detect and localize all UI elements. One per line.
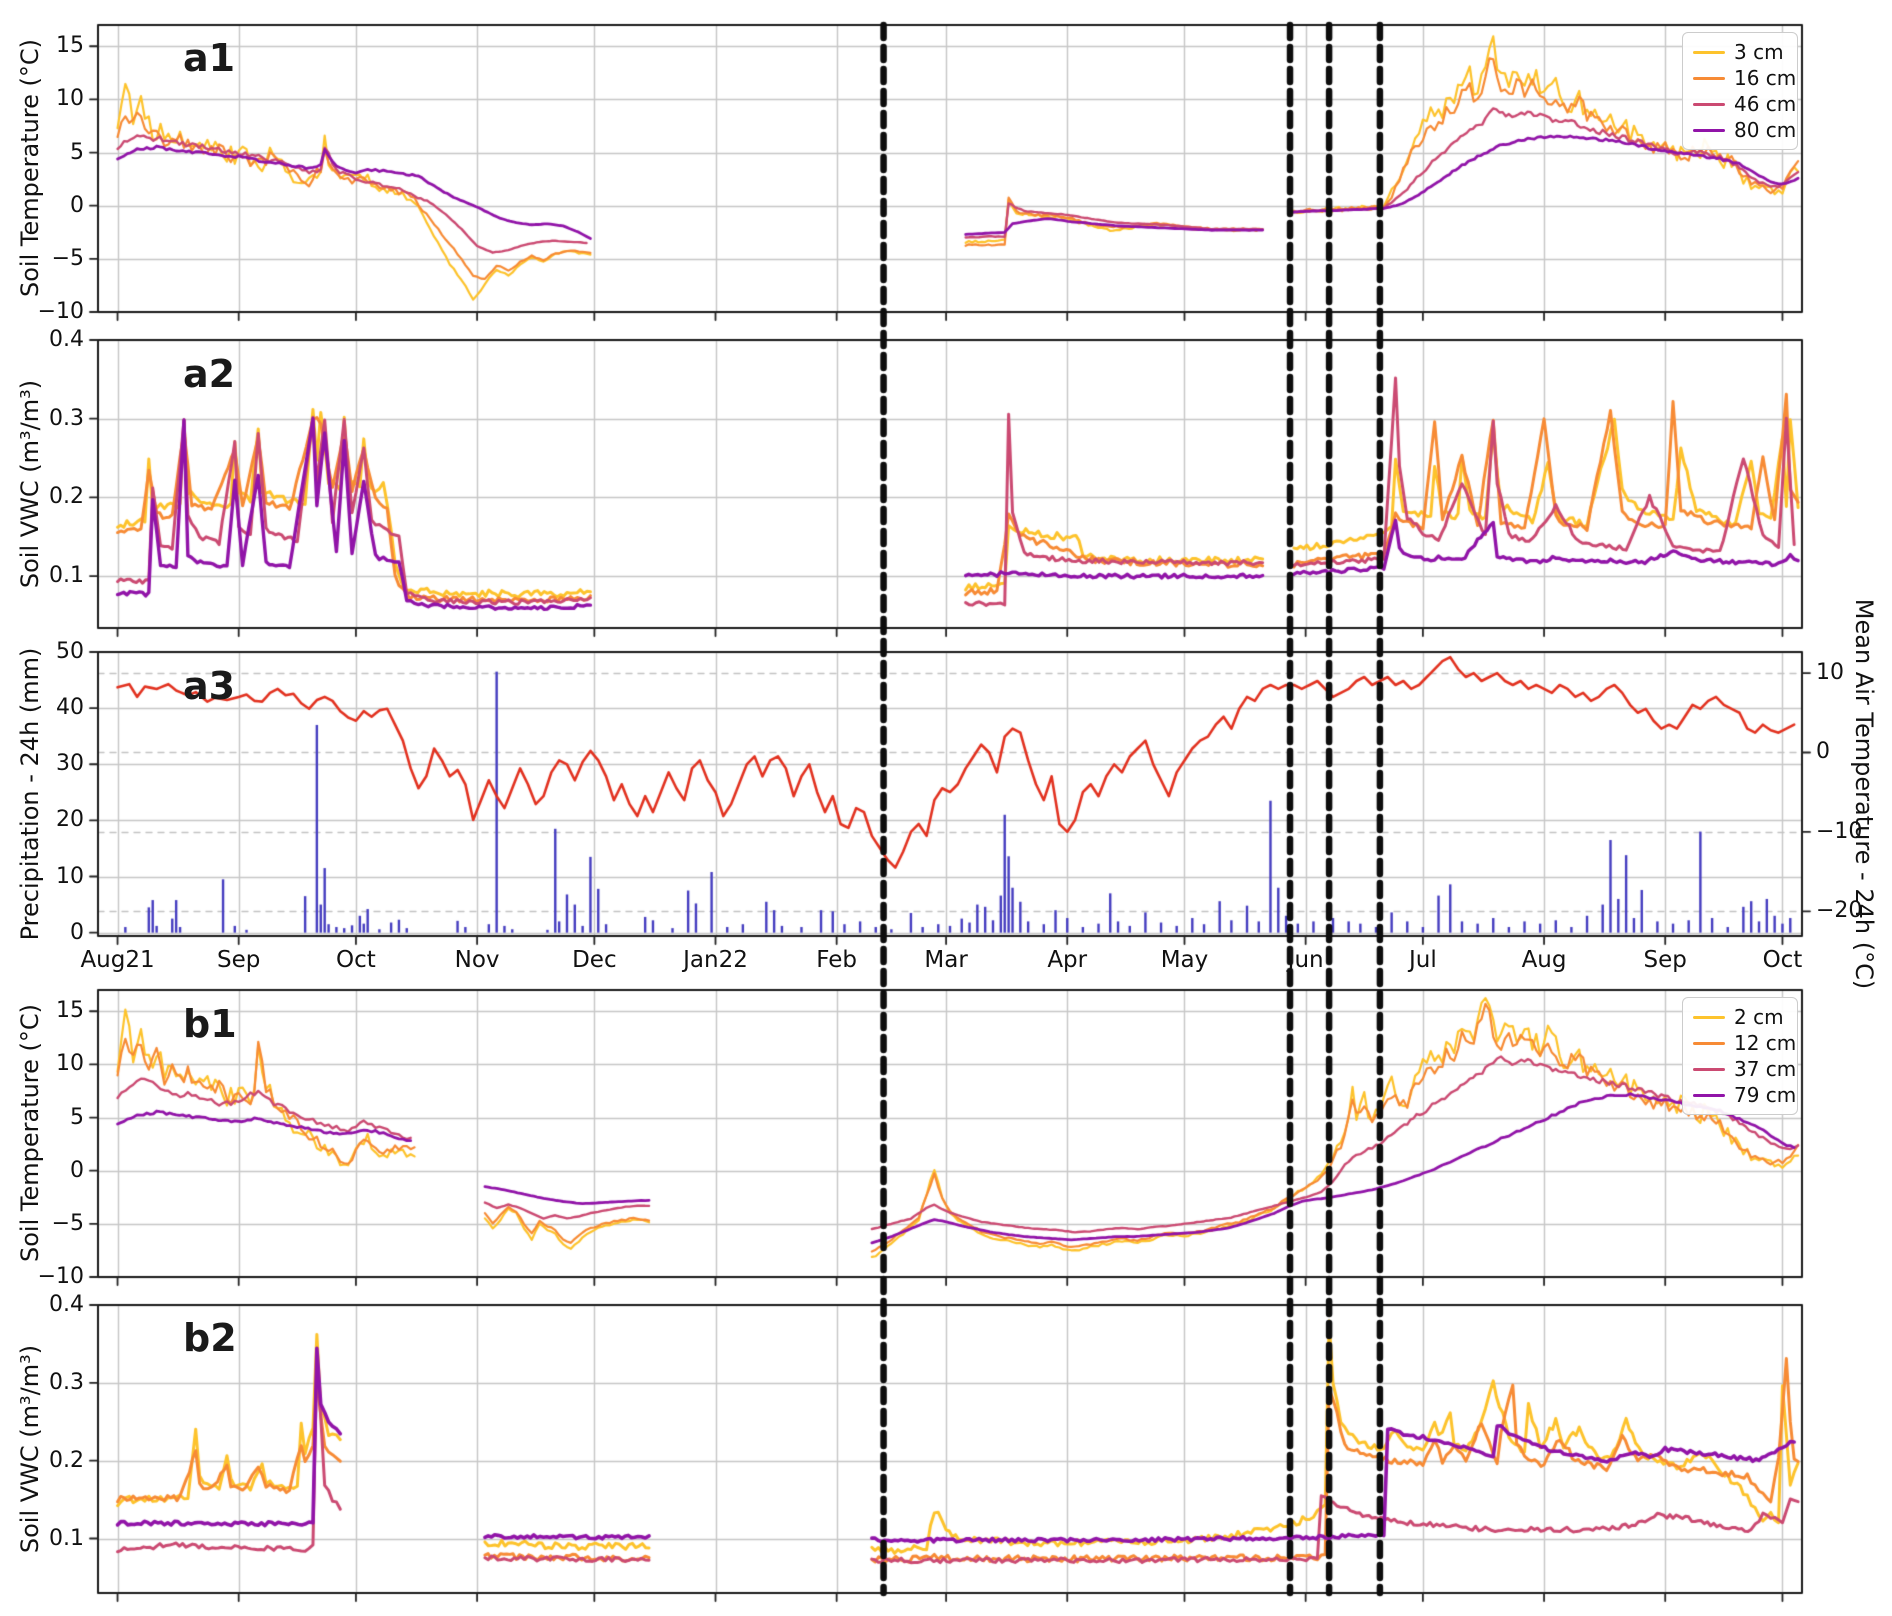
legend-line-46cm-icon — [1693, 102, 1725, 106]
legend-label: 46 cm — [1734, 92, 1797, 116]
y-tick-label: 0 — [70, 1157, 84, 1183]
panel-a2-label: a2 — [183, 352, 236, 396]
x-tick-label: Sep — [217, 947, 261, 973]
x-tick-label: Oct — [336, 947, 376, 973]
x-tick-label: Nov — [454, 947, 500, 973]
x-tick-label: Dec — [572, 947, 617, 973]
legend-line-12cm-icon — [1693, 1041, 1725, 1045]
legend-item: 16 cm — [1693, 65, 1796, 91]
y-tick-label: −10 — [37, 299, 84, 324]
right-y-tick-label: −10 — [1816, 818, 1863, 844]
y-tick-label: 10 — [56, 863, 84, 889]
legend-line-16cm-icon — [1693, 76, 1725, 80]
legend-item: 3 cm — [1693, 39, 1789, 65]
y-tick-label: 30 — [56, 751, 84, 777]
legend-line-37cm-icon — [1693, 1067, 1725, 1071]
a1-legend: 3 cm 16 cm 46 cm 80 cm — [1682, 32, 1798, 150]
y-tick-label: 10 — [56, 1051, 84, 1077]
a3-right-y-axis-label: Mean Air Temperature - 24h (°C) — [1850, 598, 1878, 990]
panel-b1-label: b1 — [183, 1002, 237, 1046]
y-tick-label: 10 — [56, 86, 84, 112]
x-tick-label: Sep — [1643, 947, 1687, 973]
y-tick-label: 0.2 — [49, 484, 84, 510]
panel-b2-label: b2 — [183, 1316, 237, 1360]
y-tick-label: 0 — [70, 919, 84, 945]
x-tick-label: May — [1160, 947, 1209, 973]
y-tick-label: 5 — [70, 1104, 84, 1130]
x-tick-label: Oct — [1762, 947, 1803, 973]
legend-label: 12 cm — [1734, 1031, 1797, 1055]
y-tick-label: 0.1 — [49, 1525, 84, 1551]
legend-item: 79 cm — [1693, 1082, 1796, 1108]
legend-label: 16 cm — [1734, 66, 1797, 90]
b1-legend: 2 cm 12 cm 37 cm 79 cm — [1682, 997, 1798, 1115]
legend-label: 3 cm — [1734, 40, 1784, 64]
y-tick-label: −10 — [37, 1264, 84, 1289]
legend-line-3cm-icon — [1693, 50, 1725, 54]
x-tick-label: Jan22 — [683, 947, 748, 973]
y-tick-label: 40 — [56, 695, 84, 721]
x-tick-label: Aug — [1521, 947, 1567, 973]
legend-item: 37 cm — [1693, 1056, 1796, 1082]
panel-a1-label: a1 — [183, 36, 236, 80]
right-y-tick-label: 0 — [1816, 739, 1830, 765]
y-tick-label: 50 — [56, 639, 84, 664]
y-tick-label: 15 — [56, 998, 84, 1024]
panel-a3-label: a3 — [183, 664, 236, 708]
y-tick-label: 0.1 — [49, 563, 84, 589]
legend-item: 80 cm — [1693, 117, 1796, 143]
legend-label: 79 cm — [1734, 1083, 1797, 1107]
right-y-tick-label: 10 — [1816, 660, 1844, 686]
y-tick-label: 0.3 — [49, 405, 84, 431]
x-tick-label: Mar — [924, 947, 968, 973]
legend-line-80cm-icon — [1693, 128, 1725, 132]
y-tick-label: −5 — [51, 245, 84, 271]
legend-item: 12 cm — [1693, 1030, 1796, 1056]
x-tick-label: Apr — [1047, 947, 1088, 973]
legend-item: 2 cm — [1693, 1004, 1789, 1030]
y-tick-label: −5 — [51, 1210, 84, 1236]
legend-item: 46 cm — [1693, 91, 1796, 117]
legend-label: 2 cm — [1734, 1005, 1784, 1029]
x-tick-label: Jun — [1287, 947, 1324, 973]
right-y-tick-label: −20 — [1816, 898, 1863, 924]
y-tick-label: 0.4 — [49, 1292, 84, 1317]
y-tick-label: 0.3 — [49, 1369, 84, 1395]
legend-line-79cm-icon — [1693, 1093, 1725, 1097]
a3-y-axis-label: Precipitation - 24h (mm) — [16, 647, 44, 941]
y-tick-label: 15 — [56, 33, 84, 59]
y-tick-label: 0.2 — [49, 1447, 84, 1473]
legend-label: 37 cm — [1734, 1057, 1797, 1081]
x-tick-label: Feb — [816, 947, 858, 973]
y-tick-label: 5 — [70, 139, 84, 165]
x-tick-label: Jul — [1409, 947, 1437, 973]
y-tick-label: 0.4 — [49, 327, 84, 352]
x-tick-label: Aug21 — [80, 947, 155, 973]
y-tick-label: 0 — [70, 192, 84, 218]
y-tick-label: 20 — [56, 807, 84, 833]
legend-label: 80 cm — [1734, 118, 1797, 142]
legend-line-2cm-icon — [1693, 1015, 1725, 1019]
